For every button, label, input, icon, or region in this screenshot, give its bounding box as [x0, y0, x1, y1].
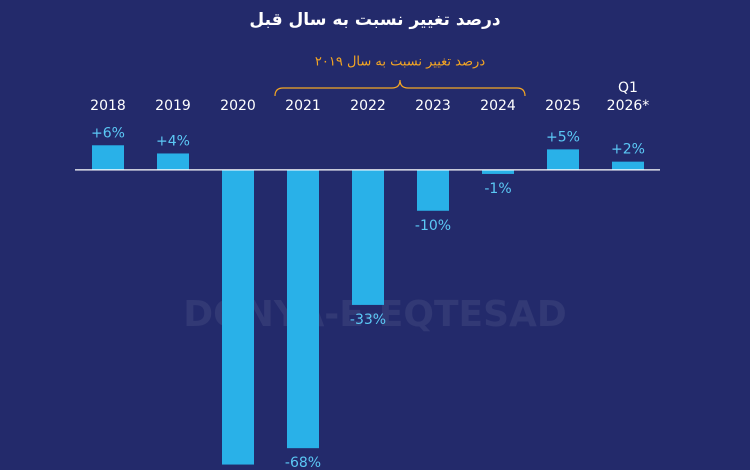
bar	[222, 169, 254, 465]
x-tick-label: 2023	[415, 98, 451, 114]
value-label: +6%	[91, 125, 125, 141]
x-tick-label: 2018	[90, 98, 126, 114]
x-tick-label: 2021	[285, 98, 321, 114]
bar	[547, 149, 579, 170]
x-tick-label: 2020	[220, 98, 256, 114]
annotation: درصد تغییر نسبت به سال ۲۰۱۹	[315, 55, 485, 70]
bar	[482, 169, 514, 174]
value-label: +5%	[546, 129, 580, 145]
bar	[92, 145, 124, 170]
value-label: -33%	[350, 312, 386, 328]
bar	[352, 169, 384, 305]
value-label: +2%	[611, 142, 645, 158]
value-label: -1%	[484, 181, 511, 197]
bar	[157, 153, 189, 170]
bar	[287, 169, 319, 449]
x-tick-label: 2022	[350, 98, 386, 114]
x-tick-label: 2025	[545, 98, 581, 114]
value-label: +4%	[156, 133, 190, 149]
x-tick-label: 2019	[155, 98, 191, 114]
x-tick-label: 2024	[480, 98, 516, 114]
value-label: -68%	[285, 455, 321, 470]
bar	[417, 169, 449, 211]
value-label: -10%	[415, 218, 451, 234]
x-tick-label: Q1 2026*	[607, 80, 650, 114]
bar	[612, 161, 644, 170]
brace	[274, 79, 526, 97]
chart-title: درصد تغییر نسبت به سال قبل	[249, 10, 500, 30]
